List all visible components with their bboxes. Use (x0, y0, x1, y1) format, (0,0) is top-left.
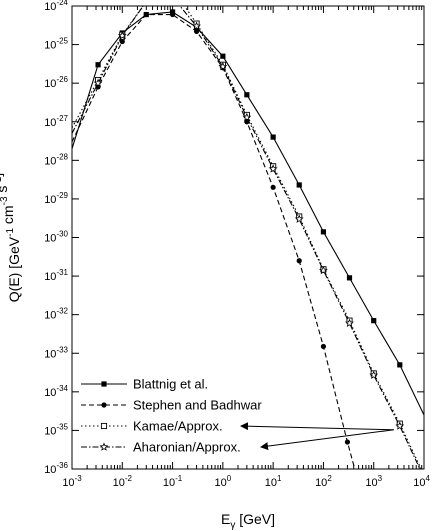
data-point (371, 318, 377, 324)
legend-label: Kamae/Approx. (133, 419, 223, 434)
y-tick-label: 10-35 (44, 422, 68, 437)
series-3 (72, 0, 421, 469)
data-point (95, 62, 101, 68)
data-point (294, 214, 304, 223)
x-tick-label: 101 (265, 474, 282, 489)
data-point (320, 343, 327, 350)
data-point (345, 318, 354, 327)
data-point (242, 112, 252, 122)
data-point (117, 31, 127, 40)
x-tick-labels: 10-3 10-2 10-1 100 101 102 103 104 (62, 474, 430, 489)
data-point (193, 28, 200, 34)
data-point (397, 362, 403, 368)
legend-marker (101, 381, 107, 387)
data-point (395, 421, 405, 430)
legend-marker (101, 402, 107, 408)
data-point (169, 11, 176, 18)
data-point (346, 275, 353, 281)
y-tick-label: 10-31 (44, 268, 68, 283)
series-line (72, 11, 424, 416)
y-tick-label: 10-25 (44, 37, 68, 52)
data-point (93, 78, 103, 87)
legend-label: Aharonian/Approx. (133, 440, 241, 455)
data-point (192, 21, 201, 30)
legend-marker (100, 422, 108, 430)
data-point (220, 53, 226, 59)
data-point (270, 134, 276, 140)
y-tick-label: 10-32 (44, 307, 68, 322)
y-tick-label: 10-26 (44, 75, 68, 90)
y-tick-labels: 10-24 10-25 10-26 10-27 10-28 10-29 10-30 10-31… (44, 0, 68, 476)
x-tick-label: 10-3 (62, 474, 82, 489)
data-point (296, 182, 302, 188)
data-point (119, 38, 125, 45)
y-tick-label: 10-27 (44, 114, 68, 129)
y-axis-label: Q(E) [GeV-1 cm-3 s-1] (0, 173, 22, 302)
data-point (143, 11, 149, 18)
x-tick-label: 102 (315, 474, 332, 489)
x-tick-label: 10-1 (163, 474, 183, 489)
y-tick-label: 10-33 (44, 345, 68, 360)
series-line (72, 6, 422, 469)
data-point (344, 439, 351, 445)
plot-frame (71, 5, 425, 470)
y-tick-label: 10-34 (44, 384, 68, 399)
data-point (369, 370, 379, 379)
data-point (244, 92, 250, 98)
legend: Blattnig et al. Stephen and Badhwar Kamae/… (81, 377, 262, 455)
annotation-arrow (260, 429, 394, 451)
annotation-arrow (240, 422, 394, 431)
data-point (218, 61, 228, 71)
series-0 (72, 9, 424, 416)
data-point (268, 164, 278, 173)
annotation-arrows (240, 422, 394, 451)
series-line (72, 6, 421, 469)
legend-label: Blattnig et al. (133, 377, 208, 392)
data-point (318, 265, 328, 275)
tick-marks (71, 5, 425, 470)
data-point (143, 0, 150, 5)
x-tick-label: 100 (215, 474, 232, 489)
data-point (296, 258, 302, 264)
data-point (320, 229, 327, 235)
y-tick-label: 10-30 (44, 230, 68, 245)
data-point (144, 0, 149, 4)
data-point (270, 184, 276, 190)
series-group (72, 0, 424, 469)
y-tick-label: 10-28 (44, 152, 68, 167)
legend-label: Stephen and Badhwar (133, 398, 262, 413)
legend-marker (99, 442, 109, 451)
y-tick-label: 10-24 (44, 0, 68, 13)
x-tick-label: 104 (413, 474, 430, 489)
y-tick-label: 10-29 (44, 191, 68, 206)
y-tick-label: 10-36 (44, 461, 68, 476)
x-tick-label: 10-2 (113, 474, 133, 489)
x-tick-label: 103 (365, 474, 382, 489)
x-axis-label: Eγ [GeV] (221, 511, 275, 531)
